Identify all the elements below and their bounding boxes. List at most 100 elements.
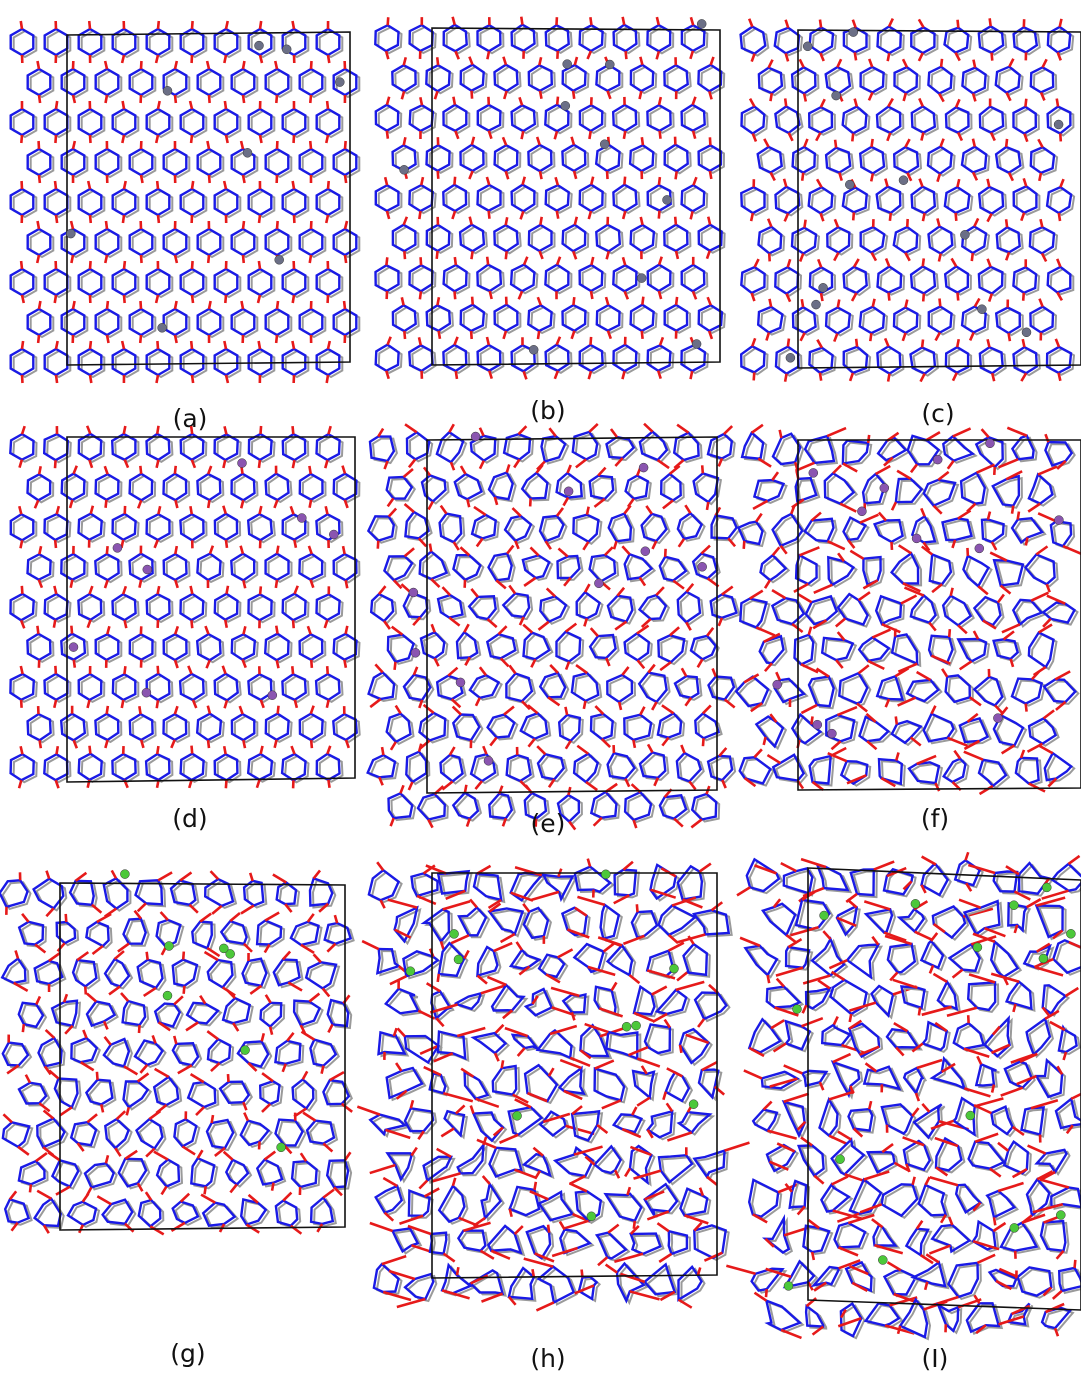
ion xyxy=(275,255,284,264)
ion xyxy=(158,323,167,332)
ion xyxy=(219,944,228,953)
ion xyxy=(986,439,995,448)
ion xyxy=(977,305,986,314)
panel-label: (g) xyxy=(170,1339,205,1368)
ion xyxy=(784,1281,793,1290)
ion xyxy=(793,1005,802,1014)
ion xyxy=(66,229,75,238)
ion xyxy=(911,899,920,908)
ion xyxy=(456,678,465,687)
ion xyxy=(1039,954,1048,963)
ion xyxy=(637,274,646,283)
ion xyxy=(878,1256,887,1265)
ion xyxy=(1054,120,1063,129)
ion xyxy=(400,165,409,174)
panel-label: (f) xyxy=(921,804,949,833)
ion xyxy=(912,534,921,543)
ion xyxy=(639,463,648,472)
ion xyxy=(163,86,172,95)
ion xyxy=(809,468,818,477)
ion xyxy=(282,45,291,54)
ion xyxy=(773,680,782,689)
ion xyxy=(670,964,679,973)
ion xyxy=(406,967,415,976)
ion xyxy=(513,1111,522,1120)
ion xyxy=(411,648,420,657)
ion xyxy=(454,955,463,964)
ion xyxy=(1010,1223,1019,1232)
ion xyxy=(241,1046,250,1055)
ion xyxy=(335,78,344,87)
panel-label: (I) xyxy=(922,1344,949,1373)
ion xyxy=(689,1100,698,1109)
ion xyxy=(1066,929,1075,938)
ion xyxy=(849,28,858,37)
ion xyxy=(142,688,151,697)
ion xyxy=(120,870,129,879)
ion xyxy=(880,484,889,493)
ion xyxy=(113,543,122,552)
ion xyxy=(268,691,277,700)
ion xyxy=(966,1111,975,1120)
ion xyxy=(143,565,152,574)
ion xyxy=(786,353,795,362)
ion xyxy=(803,42,812,51)
ion xyxy=(845,180,854,189)
ion xyxy=(605,60,614,69)
ion xyxy=(69,643,78,652)
ion xyxy=(165,942,174,951)
ion xyxy=(297,514,306,523)
ion xyxy=(409,588,418,597)
ion xyxy=(1009,901,1018,910)
ion xyxy=(812,300,821,309)
ion xyxy=(832,91,841,100)
ion xyxy=(587,1212,596,1221)
ion xyxy=(663,195,672,204)
ion xyxy=(1056,1211,1065,1220)
ion xyxy=(163,991,172,1000)
ion xyxy=(975,544,984,553)
ion xyxy=(698,562,707,571)
ion xyxy=(933,455,942,464)
ion xyxy=(450,929,459,938)
figure: (a) (b) (c) (d) (e) (f) (g) (h) (I) xyxy=(0,0,1081,1399)
ion xyxy=(561,101,570,110)
panel-label: (d) xyxy=(172,804,207,833)
panel-label: (c) xyxy=(921,399,954,428)
ion xyxy=(820,911,829,920)
ion xyxy=(564,487,573,496)
ion xyxy=(1054,516,1063,525)
ion xyxy=(692,340,701,349)
ion xyxy=(1042,883,1051,892)
ion xyxy=(277,1143,286,1152)
page: (a)(b)(c)(d)(e)(f)(g)(h)(I) (() => { con… xyxy=(0,0,1081,1399)
ion xyxy=(836,1155,845,1164)
panel-label: (e) xyxy=(531,809,566,838)
ion xyxy=(600,140,609,149)
ion xyxy=(819,283,828,292)
ion xyxy=(899,176,908,185)
panel-label: (b) xyxy=(530,396,565,425)
ion xyxy=(238,459,247,468)
ion xyxy=(697,19,706,28)
ion xyxy=(857,507,866,516)
ion xyxy=(529,345,538,354)
panel-label: (h) xyxy=(530,1344,565,1373)
ion xyxy=(641,547,650,556)
ion xyxy=(827,729,836,738)
ion xyxy=(594,579,603,588)
ion xyxy=(255,41,264,50)
ion xyxy=(563,60,572,69)
ion xyxy=(601,870,610,879)
ion xyxy=(960,230,969,239)
ion xyxy=(973,943,982,952)
ion xyxy=(1022,328,1031,337)
ion xyxy=(329,530,338,539)
ion xyxy=(484,756,493,765)
ion xyxy=(243,148,252,157)
ion xyxy=(632,1021,641,1030)
ion xyxy=(813,720,822,729)
panel-label: (a) xyxy=(173,404,208,433)
ion xyxy=(471,432,480,441)
ion xyxy=(993,714,1002,723)
